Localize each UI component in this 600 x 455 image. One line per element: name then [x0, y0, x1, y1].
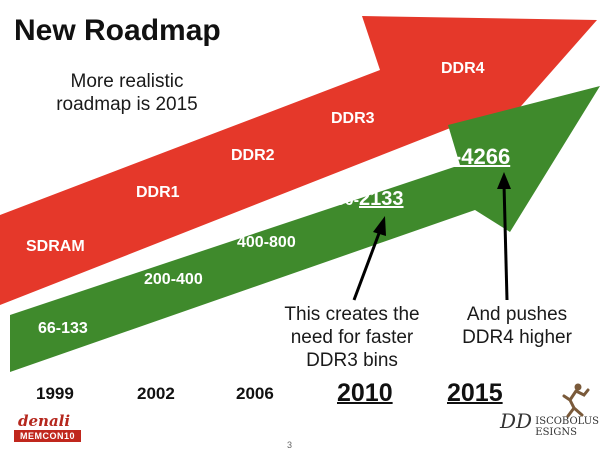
green-arrow	[10, 86, 600, 372]
callout-line: And pushes	[466, 304, 568, 325]
label-400-800: 400-800	[237, 234, 296, 251]
year-1999: 1999	[36, 384, 74, 403]
year-2010: 2010	[337, 379, 393, 407]
label-2133-4266: 2133-4266	[405, 144, 511, 169]
slide-title: New Roadmap	[14, 14, 221, 47]
logo-line-2: ESIGNS	[535, 427, 577, 438]
discus-thrower-icon	[562, 383, 590, 418]
year-2015: 2015	[447, 379, 503, 407]
red-arrow	[0, 16, 597, 305]
label-800-prefix: 800-	[327, 192, 360, 209]
discobolus-designs-logo: DD ISCOBOLUS ESIGNS	[500, 383, 600, 438]
year-2006: 2006	[236, 384, 274, 403]
callout-ddr4: And pushes DDR4 higher	[452, 303, 582, 349]
note-line: More realistic	[70, 71, 184, 92]
callout-ddr3: This creates the need for faster DDR3 bi…	[262, 303, 442, 372]
denali-logo-text: denali	[18, 412, 71, 430]
label-66-133: 66-133	[38, 320, 88, 337]
label-ddr4: DDR4	[441, 60, 485, 77]
label-800-2133: 800-2133	[327, 188, 404, 211]
memcon-banner: MEMCON10	[14, 430, 82, 442]
label-sdram: SDRAM	[26, 238, 85, 255]
year-2002: 2002	[137, 384, 175, 403]
roadmap-note: More realistic roadmap is 2015	[42, 70, 212, 116]
callout-ddr4-arrowhead	[497, 172, 511, 189]
label-ddr2: DDR2	[231, 147, 275, 164]
callout-line: This creates the	[284, 304, 420, 325]
page-number: 3	[287, 440, 293, 450]
note-line: roadmap is 2015	[56, 94, 198, 115]
callout-ddr3-arrowhead	[373, 216, 386, 236]
label-2133-highlight: 2133	[359, 188, 404, 210]
logo-letters: DD	[500, 409, 533, 433]
callout-line: need for faster	[290, 327, 414, 348]
callout-ddr3-line	[352, 227, 383, 301]
callout-line: DDR3 bins	[306, 350, 398, 371]
denali-memcon-logo: denali MEMCON10	[14, 412, 82, 442]
callout-ddr4-line	[502, 183, 509, 301]
label-ddr3: DDR3	[331, 110, 375, 127]
callout-line: DDR4 higher	[462, 327, 572, 348]
label-ddr1: DDR1	[136, 184, 180, 201]
label-200-400: 200-400	[144, 271, 203, 288]
logo-line-1: ISCOBOLUS	[535, 416, 600, 427]
